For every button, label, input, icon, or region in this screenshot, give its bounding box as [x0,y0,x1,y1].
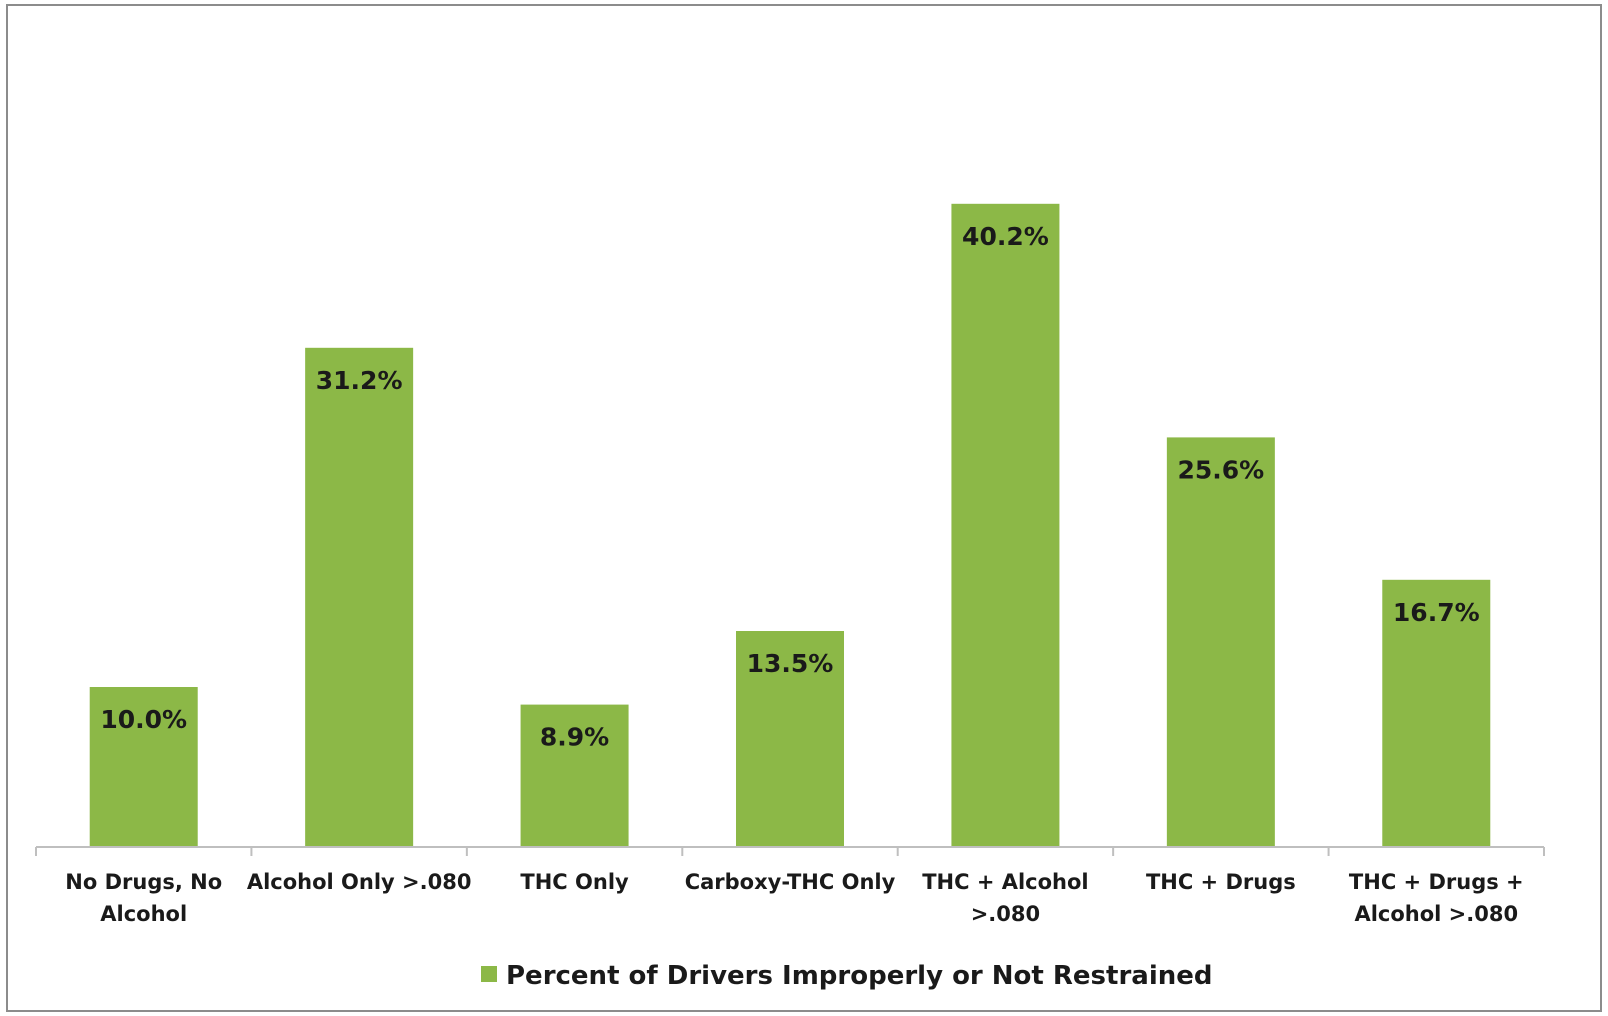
bar [89,687,198,847]
category-label-line: Carboxy-THC Only [685,870,896,894]
x-axis-ticks [35,847,1545,856]
bar [736,631,844,847]
category-label-line: THC + Drugs + [1349,870,1524,894]
category-label-line: No Drugs, No [65,870,222,894]
category-label-line: THC + Drugs [1146,870,1296,894]
bar [1166,437,1275,847]
category-label: THC + Alcohol >.080 [922,870,1088,926]
data-label: 13.5% [747,649,834,678]
category-label-line: Alcohol Only >.080 [247,870,472,894]
category-label: No Drugs, No Alcohol [65,870,222,926]
bar [305,347,414,847]
legend-swatch [481,966,497,982]
category-label-line: THC + Alcohol [922,870,1088,894]
category-labels-group: No Drugs, No Alcohol Alcohol Only >.080 THC… [65,870,1523,926]
category-label-line: Alcohol >.080 [1354,902,1518,926]
data-label: 8.9% [540,723,609,752]
data-label: 31.2% [316,366,403,395]
category-label: Alcohol Only >.080 [247,870,472,894]
category-label: THC + Drugs [1146,870,1296,894]
data-label: 40.2% [962,222,1049,251]
category-label: THC Only [520,870,629,894]
category-label: Carboxy-THC Only [685,870,896,894]
category-label-line: THC Only [520,870,629,894]
bar [1382,579,1491,847]
legend-label: Percent of Drivers Improperly or Not Res… [506,961,1213,991]
data-label: 25.6% [1177,455,1264,484]
bars-group [89,203,1491,848]
category-label: THC + Drugs + Alcohol >.080 [1349,870,1524,926]
data-labels-group: 10.0% 31.2% 8.9% 13.5% 40.2% 25.6% 16.7% [100,222,1479,752]
bar [520,704,629,847]
data-label: 10.0% [100,705,187,734]
data-label: 16.7% [1393,598,1480,627]
category-label-line: >.080 [971,902,1040,926]
bar [951,203,1060,848]
category-label-line: Alcohol [100,902,187,926]
legend: Percent of Drivers Improperly or Not Res… [481,961,1213,991]
